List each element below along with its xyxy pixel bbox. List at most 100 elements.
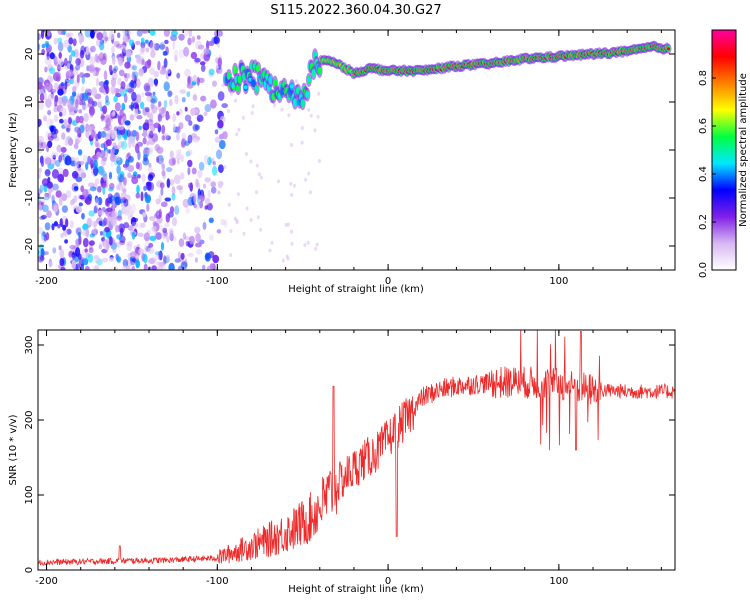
spectrogram-cell <box>139 101 145 110</box>
spectrogram-cell <box>128 81 133 88</box>
spectrogram-cell <box>131 222 139 229</box>
spectrogram-cell <box>142 107 148 116</box>
spectrogram-cell <box>184 114 192 122</box>
spectrogram-cell <box>67 69 74 77</box>
spectrogram-cell <box>66 127 70 132</box>
spectrogram-cell <box>91 100 98 107</box>
spectrogram-cell <box>82 237 89 248</box>
spectrogram-cell <box>69 244 76 250</box>
spectrogram-cell <box>204 104 212 113</box>
spectrogram-cell <box>215 149 223 160</box>
spectrogram-cell <box>157 113 161 123</box>
spectrogram-cell <box>105 84 110 95</box>
spectrogram-cell <box>222 131 228 140</box>
spectrogram-cell <box>290 241 294 246</box>
spectrogram-cell <box>314 246 318 251</box>
spectrogram-cell <box>102 52 107 61</box>
spectrogram-cell <box>84 30 92 38</box>
spectrogram-cell <box>181 138 187 148</box>
spectrogram-cell <box>123 198 129 207</box>
spectrogram-cell <box>60 82 65 87</box>
spectrogram-cell <box>187 149 193 156</box>
spectrogram-cell <box>48 67 56 75</box>
spectrogram-cell <box>159 44 166 50</box>
spectrogram-cell <box>137 232 144 237</box>
spectrogram-cell <box>131 91 137 102</box>
spectrogram-cell <box>93 255 99 259</box>
spectrogram-cell <box>144 194 151 204</box>
spectrogram-cell <box>75 176 83 183</box>
spectrogram-cell <box>272 78 278 87</box>
spectrogram-cell <box>197 170 203 179</box>
spectrogram-cell <box>135 131 140 142</box>
spectrogram-cell <box>67 32 74 38</box>
spectrogram-cell <box>112 68 117 74</box>
spectrogram-cell <box>151 225 157 232</box>
spectrogram-cell <box>54 56 59 67</box>
spectrogram-cell <box>62 224 67 231</box>
spectrogram-cell <box>300 126 304 130</box>
spectrogram-cell <box>109 154 117 162</box>
colorbar-tick-label: 0.0 <box>698 262 709 278</box>
snr-xtick-label: 0 <box>385 576 391 587</box>
spectrogram-cell <box>56 144 62 153</box>
spectrogram-cell <box>71 119 76 125</box>
spectrogram-cell <box>59 257 65 267</box>
spectrogram-cell <box>146 141 150 146</box>
spectrogram-cell <box>138 248 145 255</box>
spectrogram-cell <box>61 205 68 213</box>
spectrogram-cell <box>192 94 198 101</box>
spectrogram-cell <box>112 244 117 254</box>
spectrogram-cell <box>116 215 123 221</box>
spectrogram-cell <box>268 248 272 253</box>
spectrogram-cell <box>65 124 71 133</box>
spectrogram-cell <box>107 149 111 154</box>
spectrogram-cell <box>202 264 206 270</box>
spectrogram-cell <box>173 236 177 242</box>
spectrogram-cell <box>72 86 77 93</box>
spectrogram-cell <box>207 156 212 166</box>
spectrogram-cell <box>164 39 169 45</box>
spectrogram-cell <box>113 65 119 72</box>
spectrogram-cell <box>165 213 170 223</box>
spectrogram-cell <box>110 162 114 167</box>
spectrogram-cell <box>68 54 73 63</box>
spectrogram-cell <box>60 152 65 157</box>
spectrogram-cell <box>38 201 44 211</box>
spectrogram-cell <box>116 234 122 240</box>
spectrogram-cell <box>93 166 99 176</box>
spectrogram-cell <box>187 252 194 258</box>
spectrogram-cell <box>161 169 166 177</box>
spectrogram-cell <box>38 33 41 41</box>
spectrogram-cell <box>89 186 97 192</box>
spectrogram-xtick-label: 100 <box>549 276 568 287</box>
spectrogram-cell <box>57 88 64 96</box>
spectrogram-cell <box>57 41 64 52</box>
spectrogram-cell <box>154 213 158 218</box>
spectrogram-cell <box>123 133 128 141</box>
spectrogram-cell <box>154 80 158 87</box>
spectrogram-cell <box>135 79 142 87</box>
snr-ytick-label: 0 <box>24 567 35 573</box>
spectrogram-cell <box>193 203 198 209</box>
spectrogram-cell <box>69 199 74 206</box>
spectrogram-cell <box>229 253 233 258</box>
spectrogram-cell <box>203 48 210 55</box>
spectrogram-cell <box>208 68 215 76</box>
spectrogram-cell <box>143 82 151 91</box>
spectrogram-cell <box>57 96 64 105</box>
spectrogram-cell <box>39 93 45 102</box>
spectrogram-cell <box>176 149 182 155</box>
spectrogram-cell <box>255 190 258 195</box>
spectrogram-cell <box>204 252 211 262</box>
spectrogram-cell <box>83 113 89 123</box>
spectrogram-cell <box>105 238 110 244</box>
spectrogram-cell <box>160 241 165 251</box>
spectrogram-cell <box>188 120 193 126</box>
spectrogram-cell <box>72 91 77 97</box>
spectrogram-cell <box>127 164 135 173</box>
spectrogram-cell <box>161 124 166 135</box>
spectrogram-cell <box>281 258 285 263</box>
spectrogram-cell <box>300 99 305 108</box>
spectrogram-cell <box>171 193 176 201</box>
